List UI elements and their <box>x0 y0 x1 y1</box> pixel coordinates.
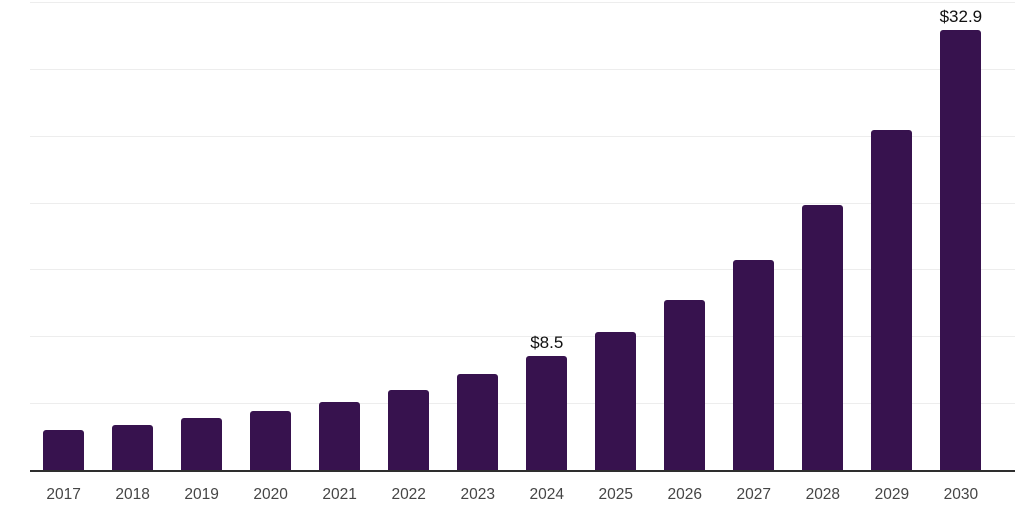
x-axis-tick-row: 2017 2018 2019 2020 2021 2022 2023 2024 2025 2026… <box>30 472 1015 512</box>
bar-value-label-2030: $32.9 <box>939 7 983 27</box>
x-tick-2018: 2018 <box>115 486 150 503</box>
x-tick-2023: 2023 <box>460 486 495 503</box>
x-tick-2026: 2026 <box>667 486 703 503</box>
bar-2030 <box>940 30 982 470</box>
gridline-20 <box>30 202 1015 204</box>
gridline-25 <box>30 135 1015 137</box>
bar-2018 <box>112 424 154 470</box>
gridline-10 <box>30 336 1015 338</box>
bar-2019 <box>181 417 223 470</box>
x-tick-2017: 2017 <box>46 486 81 503</box>
gridline-35 <box>30 2 1015 3</box>
x-tick-2024: 2024 <box>529 486 564 503</box>
gridline-30 <box>30 68 1015 70</box>
bar-2020 <box>250 411 292 470</box>
x-tick-2020: 2020 <box>253 486 288 503</box>
bar-2027 <box>733 260 775 470</box>
x-tick-2027: 2027 <box>736 486 772 503</box>
bar-2021 <box>319 401 361 470</box>
x-tick-2022: 2022 <box>391 486 426 503</box>
bar-2024 <box>526 356 568 470</box>
bar-2022 <box>388 389 430 470</box>
bar-2026 <box>664 300 706 470</box>
bar-2028 <box>802 205 844 470</box>
x-tick-2025: 2025 <box>598 486 633 503</box>
bar-value-label-2024: $8.5 <box>530 333 564 353</box>
x-tick-2019: 2019 <box>184 486 219 503</box>
x-axis-line <box>30 470 1015 472</box>
plot-area: $8.5 $32.9 <box>30 2 1015 472</box>
bar-2025 <box>595 332 637 470</box>
bar-2023 <box>457 373 499 470</box>
gridline-5 <box>30 403 1015 405</box>
x-tick-2028: 2028 <box>805 486 841 503</box>
bar-2017 <box>43 429 85 470</box>
x-tick-2029: 2029 <box>874 486 910 503</box>
x-tick-2021: 2021 <box>322 486 357 503</box>
x-tick-2030: 2030 <box>943 486 979 503</box>
gridline-15 <box>30 269 1015 271</box>
bar-2029 <box>871 130 913 470</box>
